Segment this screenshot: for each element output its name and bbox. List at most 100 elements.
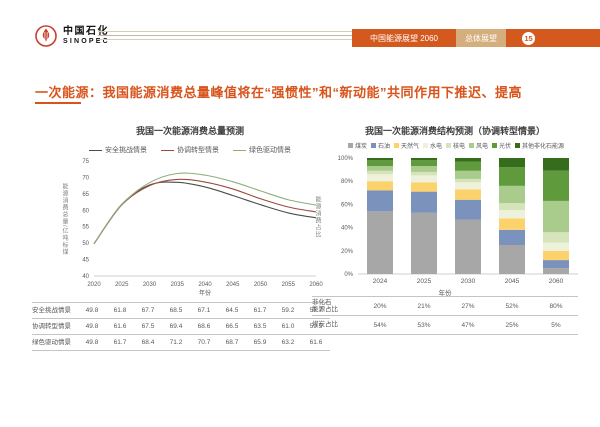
line-series <box>93 178 317 245</box>
table-row-label: 安全挑战情景 <box>32 306 71 314</box>
bar-segment <box>499 167 525 186</box>
bar-segment <box>499 185 525 204</box>
bar-segment <box>411 191 437 213</box>
banner-page-segment: 15 <box>506 29 600 47</box>
x-tick-label: 2025 <box>115 282 129 288</box>
bar-segment <box>499 203 525 211</box>
table-cell: 59.5 <box>309 323 323 330</box>
table-cell: 49.8 <box>85 339 99 346</box>
table-row: 非化石 能源占比 20% 21% 27% 52% 80% <box>312 296 578 315</box>
table-cell: 71.2 <box>169 339 183 346</box>
table-header-cell: 2030 <box>460 278 476 285</box>
table-cell: 61.0 <box>281 323 295 330</box>
banner-title: 中国能源展望 2060 <box>352 29 456 47</box>
x-tick-label: 2060 <box>309 282 323 288</box>
bar-segment <box>499 229 525 245</box>
y-tick-label: 45 <box>82 258 89 264</box>
table-cell: 63.2 <box>281 339 295 346</box>
bar-segment <box>543 200 569 233</box>
legend-label: 绿色驱动情景 <box>249 147 291 154</box>
logo-text: 中国石化 SINOPEC <box>63 27 110 45</box>
table-cell: 68.6 <box>197 323 211 330</box>
y-tick-label: 60% <box>341 202 354 208</box>
x-tick-label: 2030 <box>143 282 157 288</box>
x-axis-label: 年份 <box>438 290 452 297</box>
legend-item: 石油 <box>370 141 390 150</box>
table-cell: 65.9 <box>253 339 267 346</box>
table-cell: 21% <box>417 302 431 310</box>
legend-item: 天然气 <box>393 141 419 150</box>
x-tick-label: 2035 <box>171 282 185 288</box>
table-cell: 61.7 <box>253 307 267 314</box>
table-cell: 5% <box>551 321 561 329</box>
legend-square-swatch <box>469 143 475 148</box>
table-cell: 49.8 <box>85 307 99 314</box>
table-cell: 20% <box>373 302 387 310</box>
y-tick-label: 60 <box>82 208 89 214</box>
table-header-cell: 2045 <box>504 278 520 285</box>
table-cell: 68.7 <box>225 339 239 346</box>
y-tick-label: 50 <box>82 241 89 247</box>
right-summary-table: 2024 2025 2030 2045 2060 年份 非化石 能源占比 20% 21% 27% 5… <box>312 276 578 335</box>
legend-line-swatch <box>89 149 102 151</box>
legend-item: 风电 <box>469 141 488 150</box>
slide-title: 一次能源：我国能源消费总量峰值将在“强惯性”和“新动能”共同作用下推迟、提高 <box>35 85 523 100</box>
table-cell: 47% <box>461 321 475 329</box>
bar-segment <box>499 218 525 230</box>
bar-segment <box>543 268 569 274</box>
sinopec-logo: 中国石化 SINOPEC <box>34 23 110 49</box>
bar-segment <box>367 190 393 212</box>
legend-label: 石油 <box>377 144 390 150</box>
x-tick-label: 2050 <box>254 282 268 288</box>
bar-segment <box>411 212 437 274</box>
legend-label: 风电 <box>476 144 489 150</box>
left-chart-title: 我国一次能源消费总量预测 <box>135 126 244 136</box>
bar-segment <box>367 181 393 191</box>
line-series <box>93 172 317 245</box>
bar-segment <box>543 170 569 201</box>
legend-item: 核电 <box>446 141 465 150</box>
table-cell: 25% <box>505 321 519 329</box>
legend-line-swatch <box>161 149 174 151</box>
banner-tag: 总体展望 <box>456 29 506 47</box>
table-cell: 67.5 <box>141 323 155 330</box>
legend-square-swatch <box>446 143 451 148</box>
table-cell: 68.4 <box>141 339 155 346</box>
bar-segment <box>543 232 569 243</box>
table-header-cell: 2025 <box>416 278 432 285</box>
legend-item: 协调转型情景 <box>161 145 219 155</box>
y-tick-label: 40 <box>82 274 89 280</box>
legend-label: 光伏 <box>499 144 512 150</box>
table-cell: 69.4 <box>169 323 183 330</box>
bar-segment <box>367 166 393 171</box>
title-underline <box>35 102 81 104</box>
bar-segment <box>411 166 437 172</box>
table-header-row: 2024 2025 2030 2045 2060 <box>312 276 578 287</box>
left-chart-legend: 安全挑战情景 协调转型情景 绿色驱动情景 <box>60 145 320 155</box>
table-cell: 53% <box>417 321 431 329</box>
stacked-bar-chart-svg: 0% 20% 40% 60% 80% 100% <box>338 156 578 278</box>
legend-item: 安全挑战情景 <box>89 145 147 155</box>
bar-segment <box>543 242 569 251</box>
legend-square-swatch <box>393 143 399 148</box>
table-cell: 54% <box>373 321 387 329</box>
header-decor-lines <box>98 31 352 43</box>
table-cell: 49.8 <box>85 323 99 330</box>
bar-segment <box>499 210 525 219</box>
bar-segment <box>455 170 481 179</box>
table-cell: 57.7 <box>309 307 323 314</box>
legend-label: 天然气 <box>400 144 419 150</box>
y-tick-label: 80% <box>341 179 354 185</box>
table-cell: 80% <box>549 302 563 310</box>
bar-segment <box>367 158 393 161</box>
legend-label: 水电 <box>429 144 442 150</box>
bar-segment <box>411 171 437 176</box>
bar-segment <box>543 158 569 171</box>
table-cell: 52% <box>505 302 519 310</box>
bar-segment <box>543 250 569 261</box>
x-tick-label: 2020 <box>87 282 101 288</box>
table-row-label: 煤炭占比 <box>312 321 338 329</box>
right-chart-legend: 煤炭 石油 天然气 水电 核电 风电 光伏 其他非化石能源 <box>324 141 588 150</box>
x-tick-label: 2055 <box>282 282 296 288</box>
